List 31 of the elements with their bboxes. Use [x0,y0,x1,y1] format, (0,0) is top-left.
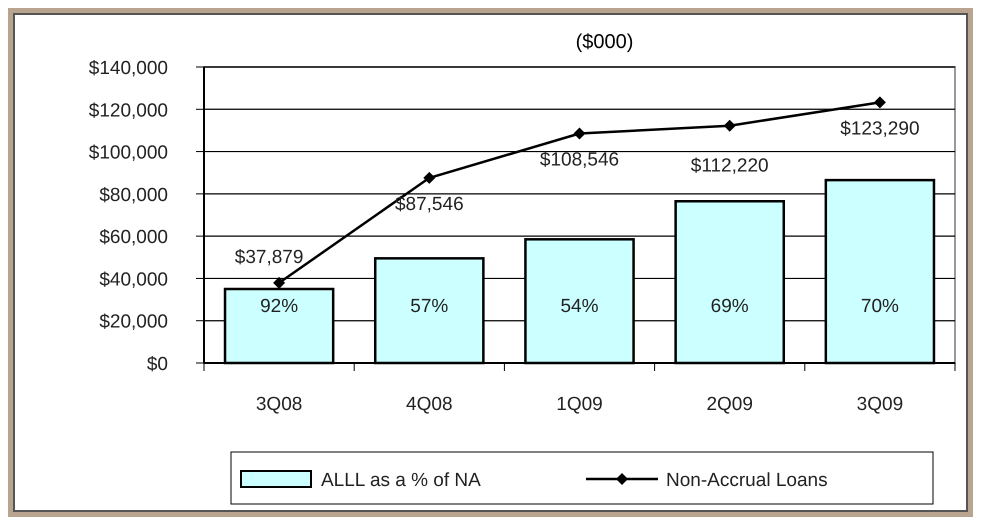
chart-title: ($000) [576,31,634,53]
point [273,276,286,289]
y-tick-label: $120,000 [88,100,168,122]
y-tick-label: $140,000 [88,58,168,79]
y-tick-label: $100,000 [88,142,168,164]
legend-label: Non-Accrual Loans [666,470,828,491]
point [423,172,436,184]
data-label: $108,546 [540,150,620,171]
point [724,120,736,132]
point [874,96,886,108]
x-tick-label: 2Q09 [706,394,753,415]
y-tick-label: $0 [146,354,168,375]
annotation: 57% [410,296,448,317]
annotation: 70% [860,296,900,317]
data-label: $87,546 [394,194,464,215]
annotation: 54% [560,296,599,317]
x-tick-label: 1Q09 [556,394,603,415]
point [574,128,586,140]
y-tick-label: $80,000 [99,184,168,206]
y-tick-label: $60,000 [99,227,168,248]
x-tick-label: 3Q09 [856,394,904,415]
x-tick-label: 4Q08 [406,394,453,415]
data-label: $37,879 [234,246,304,268]
y-tick-label: $40,000 [99,269,168,290]
annotation: 69% [710,296,749,317]
annotation: 92% [260,296,298,317]
data-label: $123,290 [840,118,920,140]
legend-label: ALLL as a % of NA [321,470,482,491]
x-tick-label: 3Q08 [256,394,302,415]
y-tick-label: $20,000 [99,312,168,333]
data-label: $112,220 [690,156,769,177]
